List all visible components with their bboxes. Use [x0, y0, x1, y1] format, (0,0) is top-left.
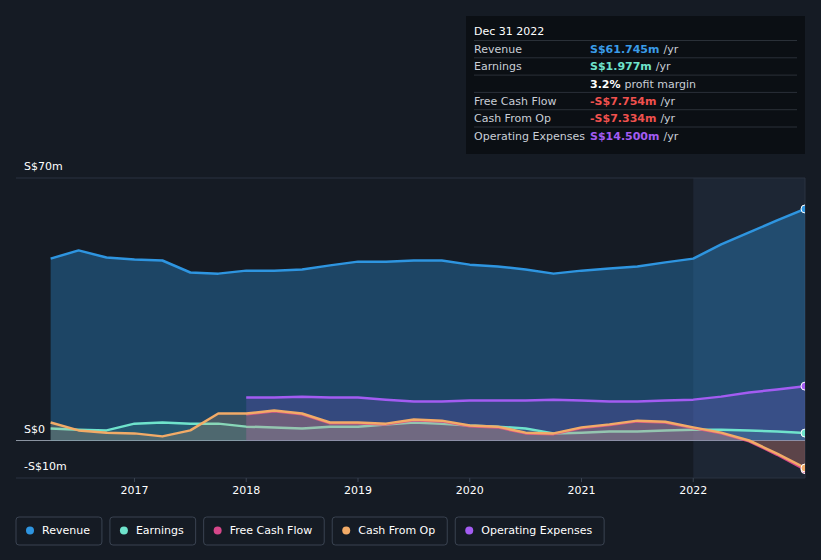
end-marker: [801, 429, 805, 437]
tooltip-separator: [474, 40, 797, 41]
y-tick-label: S$0: [24, 423, 45, 436]
end-marker: [801, 205, 805, 213]
legend-item: Earnings: [110, 517, 196, 545]
x-tick-label: 2017: [120, 484, 148, 497]
tooltip-unit: /yr: [664, 43, 679, 56]
tooltip-separator: [474, 109, 797, 110]
tooltip-unit: /yr: [660, 95, 675, 108]
tooltip-value: S$14.500m: [590, 130, 660, 143]
chart-root: -S$10m S$0 S$70m 2017 2018 2019 2020 2021 2022 De…: [0, 0, 821, 560]
tooltip-unit: /yr: [664, 130, 679, 143]
x-tick-label: 2021: [567, 484, 595, 497]
legend-box: [16, 517, 102, 545]
legend-swatch: [26, 527, 34, 535]
x-tick: [246, 478, 247, 482]
background: [0, 0, 821, 560]
tooltip-unit: /yr: [660, 112, 675, 125]
tooltip-label: Operating Expenses: [474, 130, 585, 143]
legend-label: Free Cash Flow: [230, 524, 313, 537]
x-tick-label: 2022: [679, 484, 707, 497]
tooltip-separator: [474, 57, 797, 58]
tooltip-value: S$61.745m: [590, 43, 660, 56]
grid-line: [16, 178, 805, 179]
tooltip-value: -S$7.754m: [590, 95, 656, 108]
end-marker: [801, 382, 805, 390]
tooltip-separator: [474, 92, 797, 93]
x-tick: [469, 478, 470, 482]
tooltip-unit: /yr: [656, 60, 671, 73]
x-tick-label: 2019: [344, 484, 372, 497]
legend-box: [332, 517, 447, 545]
series-area: [51, 209, 805, 441]
legend-box: [204, 517, 325, 545]
tooltip-separator: [474, 75, 797, 76]
tooltip-box: [466, 16, 805, 154]
tooltip-value: S$1.977m: [590, 60, 652, 73]
legend-item: Free Cash Flow: [204, 517, 325, 545]
end-marker: [801, 464, 805, 472]
series-line: [51, 411, 805, 469]
tooltip-label: Earnings: [474, 60, 522, 73]
legend-label: Operating Expenses: [481, 524, 592, 537]
legend-item: Operating Expenses: [455, 517, 604, 545]
legend-label: Earnings: [136, 524, 184, 537]
tooltip-date: Dec 31 2022: [474, 25, 544, 38]
x-tick: [357, 478, 358, 482]
x-tick: [134, 478, 135, 482]
tooltip-margin-label: profit margin: [625, 78, 697, 91]
legend-swatch: [214, 527, 222, 535]
tooltip-label: Cash From Op: [474, 112, 551, 125]
legend-swatch: [342, 527, 350, 535]
legend-swatch: [120, 527, 128, 535]
tooltip-label: Revenue: [474, 43, 522, 56]
legend-label: Revenue: [42, 524, 90, 537]
series-line: [246, 386, 805, 401]
legend-item: Revenue: [16, 517, 102, 545]
y-tick-label: S$70m: [24, 160, 63, 173]
x-tick-label: 2020: [456, 484, 484, 497]
x-tick: [581, 478, 582, 482]
chart: -S$10m S$0 S$70m 2017 2018 2019 2020 2021 2022 De…: [0, 0, 821, 560]
tooltip-separator: [474, 127, 797, 128]
plot-area: [51, 205, 805, 474]
tooltip-margin: 3.2%: [590, 78, 621, 91]
legend-label: Cash From Op: [358, 524, 435, 537]
x-tick: [693, 478, 694, 482]
legend-box: [455, 517, 604, 545]
y-tick-label: -S$10m: [24, 460, 67, 473]
legend-item: Cash From Op: [332, 517, 447, 545]
legend-swatch: [465, 527, 473, 535]
tooltip-label: Free Cash Flow: [474, 95, 557, 108]
legend-box: [110, 517, 196, 545]
x-tick-label: 2018: [232, 484, 260, 497]
tooltip-value: -S$7.334m: [590, 112, 656, 125]
series-line: [51, 209, 805, 274]
series-area: [51, 411, 805, 469]
